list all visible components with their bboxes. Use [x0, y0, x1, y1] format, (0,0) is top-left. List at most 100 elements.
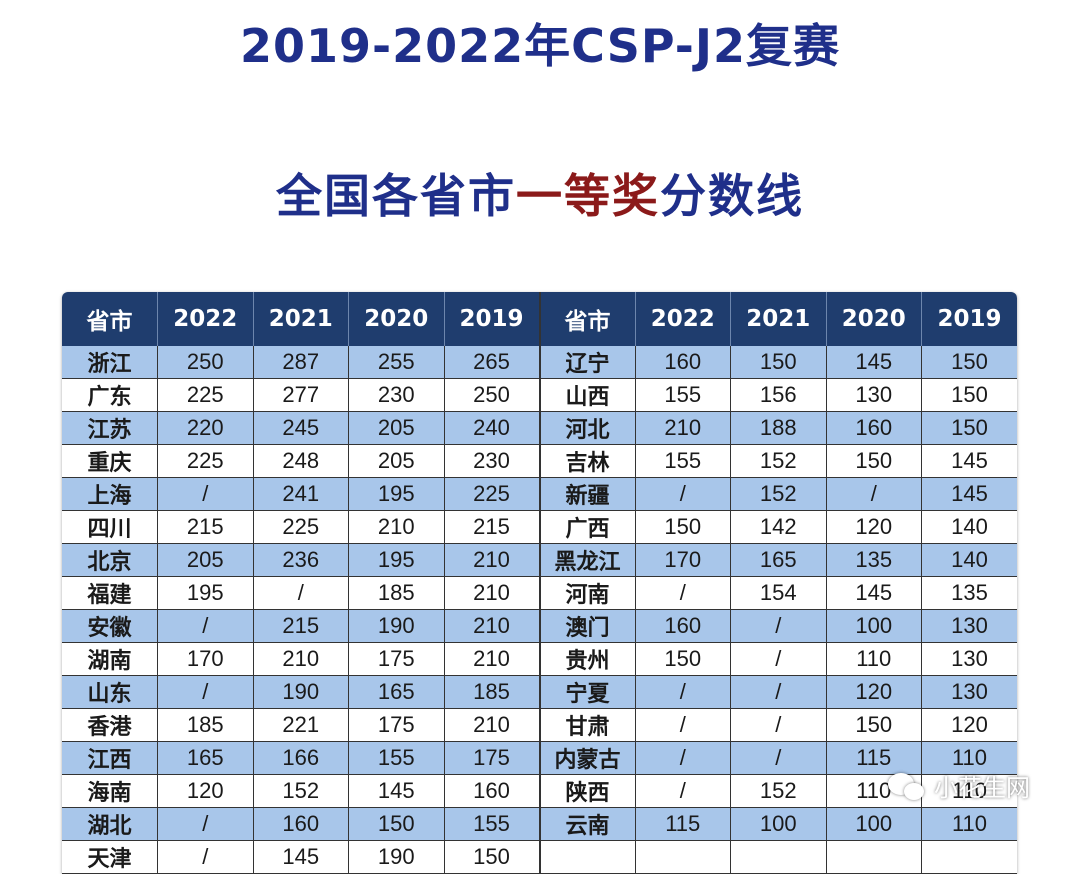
- score-cell: 165: [730, 543, 827, 577]
- score-cell: 220: [157, 411, 254, 445]
- score-cell: [730, 840, 827, 874]
- score-cell: 150: [348, 807, 445, 841]
- score-cell: 240: [444, 411, 541, 445]
- score-cell: 166: [253, 741, 349, 775]
- province-cell: 上海: [62, 477, 158, 511]
- score-cell: 175: [444, 741, 541, 775]
- score-cell: 155: [635, 444, 731, 478]
- province-cell: 陕西: [539, 774, 636, 808]
- province-cell: 江西: [62, 741, 158, 775]
- province-cell: 贵州: [539, 642, 636, 676]
- score-cell: 110: [826, 642, 922, 676]
- score-cell: /: [730, 609, 827, 643]
- score-cell: /: [730, 741, 827, 775]
- table-row: 上海/241 195 225 新疆/152/145: [62, 477, 1017, 511]
- score-cell: 250: [444, 378, 541, 412]
- score-cell: 130: [826, 378, 922, 412]
- table-row: 天津/145 190 150: [62, 840, 1017, 874]
- score-cell: 130: [921, 675, 1017, 709]
- score-cell: 152: [730, 477, 827, 511]
- table-row: 四川 215 225 210 215 广西 150 142 120 140: [62, 510, 1017, 544]
- score-table-container: 省市 2022 2021 2020 2019 省市 2022 2021 2020 2019 浙江 2…: [62, 292, 1017, 874]
- province-cell: 安徽: [62, 609, 158, 643]
- province-cell: 甘肃: [539, 708, 636, 742]
- score-cell: 225: [444, 477, 541, 511]
- score-cell: 225: [157, 378, 254, 412]
- province-cell: 吉林: [539, 444, 636, 478]
- province-cell: 黑龙江: [539, 543, 636, 577]
- score-cell: 140: [921, 543, 1017, 577]
- score-cell: 225: [157, 444, 254, 478]
- score-cell: 175: [348, 642, 445, 676]
- table-row: 北京 205 236 195 210 黑龙江 170 165 135 140: [62, 543, 1017, 577]
- score-cell: 165: [157, 741, 254, 775]
- score-cell: 210: [253, 642, 349, 676]
- table-row: 安徽/215 190 210 澳门 160/100 130: [62, 609, 1017, 643]
- score-cell: [921, 840, 1017, 874]
- score-cell: 150: [826, 708, 922, 742]
- score-cell: 215: [253, 609, 349, 643]
- score-cell: 190: [348, 840, 445, 874]
- table-row: 广东 225 277 230 250 山西 155 156 130 150: [62, 378, 1017, 412]
- province-cell: 浙江: [62, 346, 158, 379]
- province-cell: 天津: [62, 840, 158, 874]
- score-cell: 277: [253, 378, 349, 412]
- score-cell: 236: [253, 543, 349, 577]
- table-row: 江西 165 166 155 175 内蒙古 //115 110: [62, 741, 1017, 775]
- score-cell: 170: [157, 642, 254, 676]
- score-cell: /: [635, 774, 731, 808]
- score-cell: 185: [444, 675, 541, 709]
- province-cell: 山西: [539, 378, 636, 412]
- score-cell: 170: [635, 543, 731, 577]
- table-row: 重庆 225 248 205 230 吉林 155 152 150 145: [62, 444, 1017, 478]
- score-cell: /: [826, 477, 922, 511]
- score-cell: /: [157, 840, 254, 874]
- score-cell: /: [730, 675, 827, 709]
- province-cell: 四川: [62, 510, 158, 544]
- score-cell: 152: [730, 774, 827, 808]
- column-header: 2021: [730, 292, 827, 346]
- score-cell: 110: [921, 741, 1017, 775]
- score-cell: 190: [348, 609, 445, 643]
- score-cell: 110: [921, 774, 1017, 808]
- province-cell: [539, 840, 636, 874]
- score-cell: 110: [921, 807, 1017, 841]
- watermark-text: 小花生网: [934, 774, 1030, 802]
- score-cell: 100: [826, 609, 922, 643]
- score-cell: 221: [253, 708, 349, 742]
- score-cell: 160: [253, 807, 349, 841]
- score-cell: 188: [730, 411, 827, 445]
- score-cell: 135: [921, 576, 1017, 610]
- province-cell: 河北: [539, 411, 636, 445]
- watermark: 小花生网: [888, 768, 1030, 803]
- score-cell: 155: [444, 807, 541, 841]
- score-cell: 145: [253, 840, 349, 874]
- score-cell: /: [157, 609, 254, 643]
- score-cell: 156: [730, 378, 827, 412]
- score-cell: 210: [348, 510, 445, 544]
- score-cell: 100: [730, 807, 827, 841]
- score-cell: 150: [444, 840, 541, 874]
- score-cell: 248: [253, 444, 349, 478]
- table-row: 浙江 250 287 255 265 辽宁 160 150 145 150: [62, 346, 1017, 379]
- score-cell: 241: [253, 477, 349, 511]
- score-cell: 250: [157, 346, 254, 379]
- score-cell: 205: [157, 543, 254, 577]
- page-title: 2019-2022年CSP-J2复赛: [239, 19, 840, 73]
- score-cell: 165: [348, 675, 445, 709]
- table-row: 江苏 220 245 205 240 河北 210 188 160 150: [62, 411, 1017, 445]
- score-cell: 142: [730, 510, 827, 544]
- score-cell: /: [730, 708, 827, 742]
- score-cell: 145: [826, 346, 922, 379]
- score-cell: 130: [921, 642, 1017, 676]
- score-cell: 152: [730, 444, 827, 478]
- score-cell: 210: [444, 708, 541, 742]
- province-cell: 内蒙古: [539, 741, 636, 775]
- score-cell: 265: [444, 346, 541, 379]
- score-cell: 115: [635, 807, 731, 841]
- score-cell: 210: [444, 576, 541, 610]
- province-cell: 河南: [539, 576, 636, 610]
- score-cell: [826, 840, 922, 874]
- score-cell: 120: [157, 774, 254, 808]
- province-cell: 辽宁: [539, 346, 636, 379]
